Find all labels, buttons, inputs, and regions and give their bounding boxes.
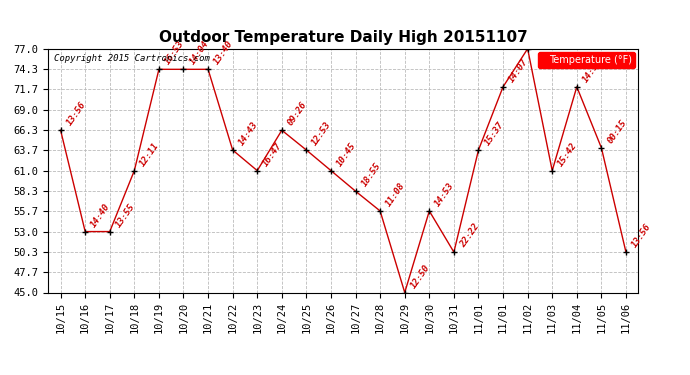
Text: 13:40: 13:40 — [213, 39, 235, 66]
Text: Copyright 2015 Cartronics.com: Copyright 2015 Cartronics.com — [55, 54, 210, 63]
Text: 13:55: 13:55 — [114, 202, 137, 229]
Text: 13:56: 13:56 — [65, 100, 88, 128]
Legend: Temperature (°F): Temperature (°F) — [538, 52, 635, 68]
Text: 14:53: 14:53 — [433, 181, 456, 208]
Text: 15:37: 15:37 — [482, 120, 506, 147]
Text: 16:53: 16:53 — [163, 39, 186, 66]
Text: 14:19: 14:19 — [581, 57, 604, 84]
Text: 15:42: 15:42 — [556, 141, 579, 168]
Text: 11:08: 11:08 — [384, 181, 407, 208]
Text: 12:50: 12:50 — [409, 262, 432, 290]
Text: 14:40: 14:40 — [89, 202, 112, 229]
Text: 12:11: 12:11 — [139, 141, 161, 168]
Text: 12:53: 12:53 — [310, 120, 333, 147]
Text: 09:26: 09:26 — [286, 100, 309, 128]
Text: 10:45: 10:45 — [335, 141, 358, 168]
Text: 13:56: 13:56 — [630, 222, 653, 249]
Text: 00:15: 00:15 — [606, 118, 629, 145]
Title: Outdoor Temperature Daily High 20151107: Outdoor Temperature Daily High 20151107 — [159, 30, 528, 45]
Text: 14:04: 14:04 — [188, 39, 210, 66]
Text: 14:43: 14:43 — [237, 120, 259, 147]
Text: 22:22: 22:22 — [458, 222, 481, 249]
Text: 18:55: 18:55 — [359, 161, 382, 188]
Text: 16:47: 16:47 — [262, 141, 284, 168]
Text: 14:07: 14:07 — [507, 57, 530, 84]
